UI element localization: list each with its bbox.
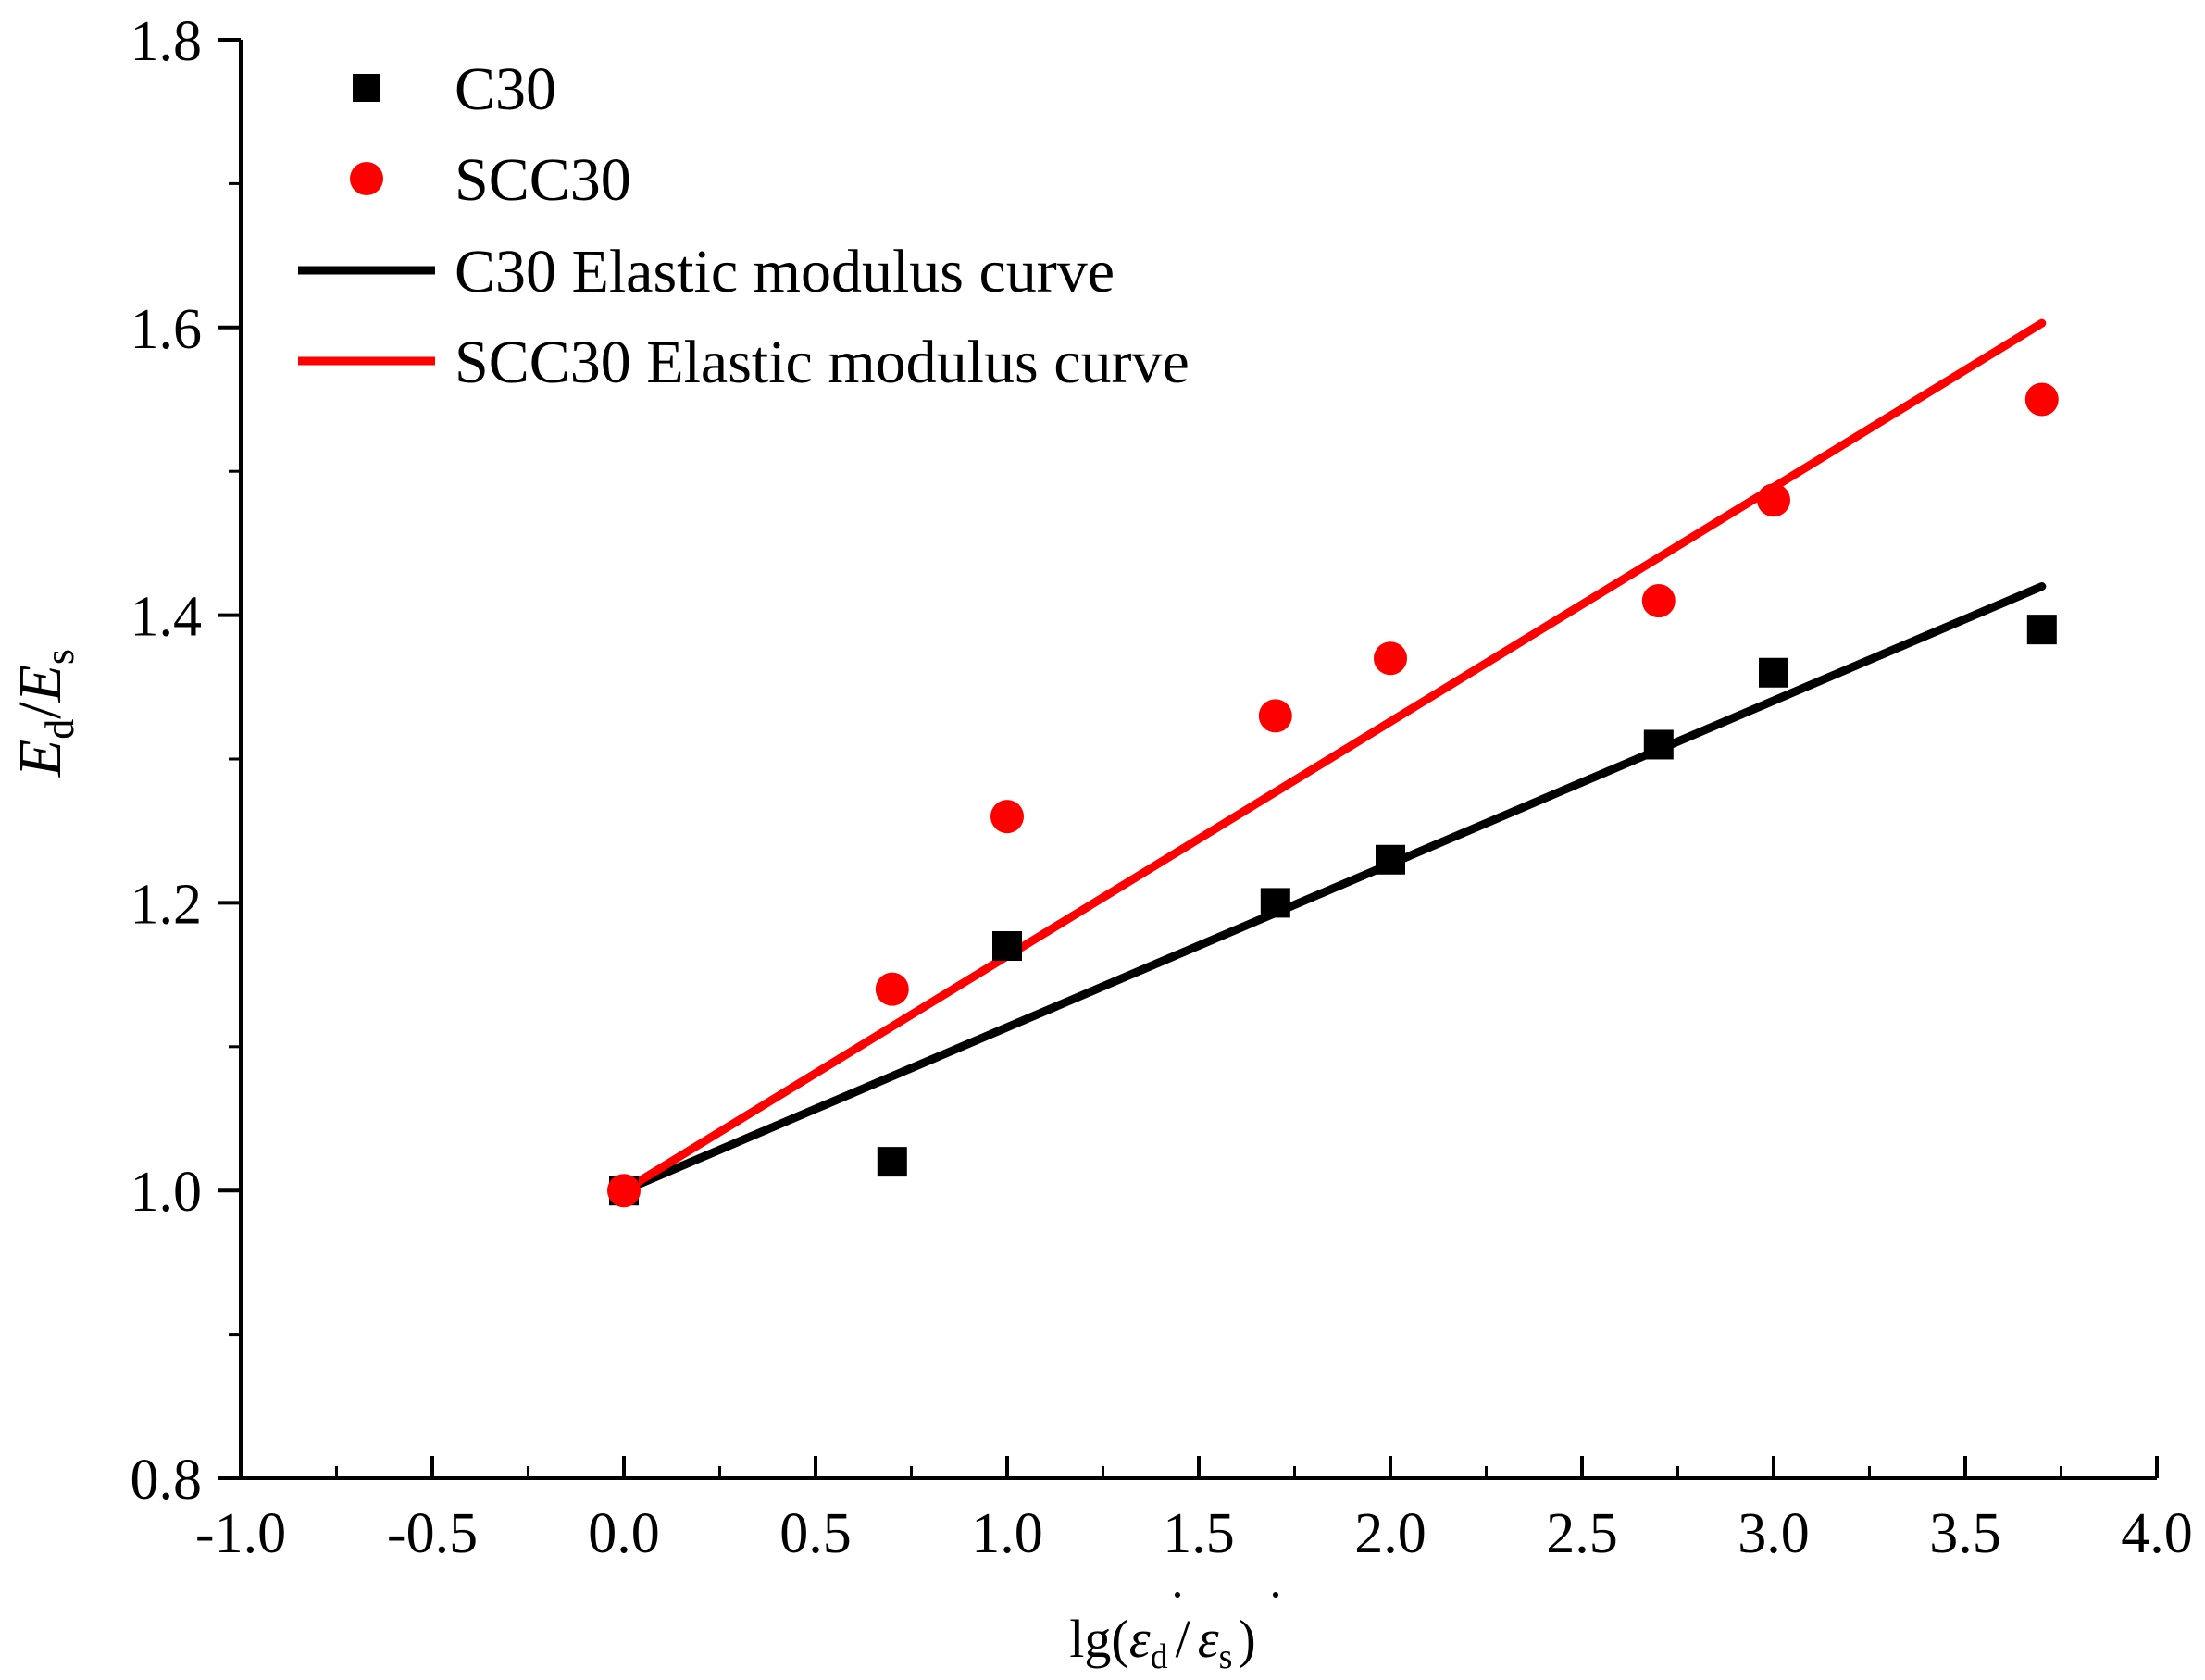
data-point xyxy=(992,931,1022,962)
axes: -1.0 -0.5 0.0 0.5 1.0 1.5 2.0 2.5 3.0 3.5 4.0 0.8 1.… xyxy=(131,10,2193,1565)
y-tick-label: 1.0 xyxy=(131,1161,203,1224)
data-point xyxy=(1757,483,1790,517)
x-tick-label: 3.5 xyxy=(1929,1502,2001,1565)
y-tick-label: 0.8 xyxy=(131,1449,203,1512)
x-title-dot-icon xyxy=(1273,1592,1278,1598)
y-tick-label: 1.8 xyxy=(131,10,203,73)
y-title-den-symbol: E xyxy=(6,665,74,703)
x-title-num-symbol: ε xyxy=(1129,1609,1151,1669)
y-tick-label: 1.6 xyxy=(131,298,203,361)
x-title-dot-icon xyxy=(1175,1592,1180,1598)
legend-label: SCC30 Elastic modulus curve xyxy=(455,329,1190,396)
y-tick-label: 1.2 xyxy=(131,873,203,936)
x-tick-label: 0.5 xyxy=(779,1502,852,1565)
legend-marker xyxy=(353,74,380,102)
y-title-den-sub: s xyxy=(37,649,82,665)
series-line xyxy=(619,582,2047,1195)
y-tick-label: 1.4 xyxy=(131,586,203,649)
y-axis-title: Ed/Es xyxy=(6,649,82,778)
data-points xyxy=(607,382,2059,1208)
x-tick-label: -0.5 xyxy=(387,1502,478,1565)
x-axis-title: lg(εd / εs) xyxy=(1069,1592,1278,1676)
x-tick-label: 0.0 xyxy=(588,1502,660,1565)
data-point xyxy=(1376,844,1405,875)
svg-text:lg(εd/εs): lg(εd / εs) xyxy=(1069,1609,1255,1676)
data-point xyxy=(1641,584,1676,618)
svg-text:Ed/Es: Ed/Es xyxy=(6,649,82,778)
x-tick-label: 4.0 xyxy=(2121,1502,2193,1565)
legend-label: SCC30 xyxy=(455,146,631,214)
data-point xyxy=(1759,657,1788,688)
x-title-num-sub: d xyxy=(1151,1637,1168,1676)
fit-lines xyxy=(619,318,2047,1195)
data-point xyxy=(2024,382,2059,417)
legend: C30 SCC30 C30 Elastic modulus curve SCC30 E… xyxy=(298,56,1190,396)
x-title-den-sub: s xyxy=(1219,1637,1233,1676)
data-point xyxy=(990,800,1024,834)
data-point xyxy=(875,972,909,1006)
legend-label: C30 Elastic modulus curve xyxy=(455,238,1115,305)
x-title-suffix: ) xyxy=(1238,1609,1255,1669)
legend-marker xyxy=(350,162,383,195)
y-title-num-symbol: E xyxy=(6,740,74,778)
y-title-slash: / xyxy=(6,702,74,719)
data-point xyxy=(1643,729,1674,760)
y-title-num-sub: d xyxy=(37,719,82,740)
data-point xyxy=(1258,699,1292,733)
legend-label: C30 xyxy=(455,56,556,123)
x-tick-label: 1.0 xyxy=(971,1502,1043,1565)
x-tick-label: 2.5 xyxy=(1546,1502,1618,1565)
x-tick-label: 2.0 xyxy=(1354,1502,1426,1565)
series-line xyxy=(619,318,2047,1195)
data-point xyxy=(1374,641,1407,676)
data-point xyxy=(877,1147,907,1177)
data-point xyxy=(607,1174,641,1208)
x-title-den-symbol: ε xyxy=(1198,1609,1219,1669)
x-tick-label: 1.5 xyxy=(1163,1502,1235,1565)
data-point xyxy=(2026,615,2057,645)
x-title-slash: / xyxy=(1176,1609,1191,1669)
data-point xyxy=(1260,888,1290,918)
x-title-prefix: lg( xyxy=(1069,1609,1128,1669)
x-tick-label: 3.0 xyxy=(1738,1502,1810,1565)
x-tick-label: -1.0 xyxy=(195,1502,286,1565)
